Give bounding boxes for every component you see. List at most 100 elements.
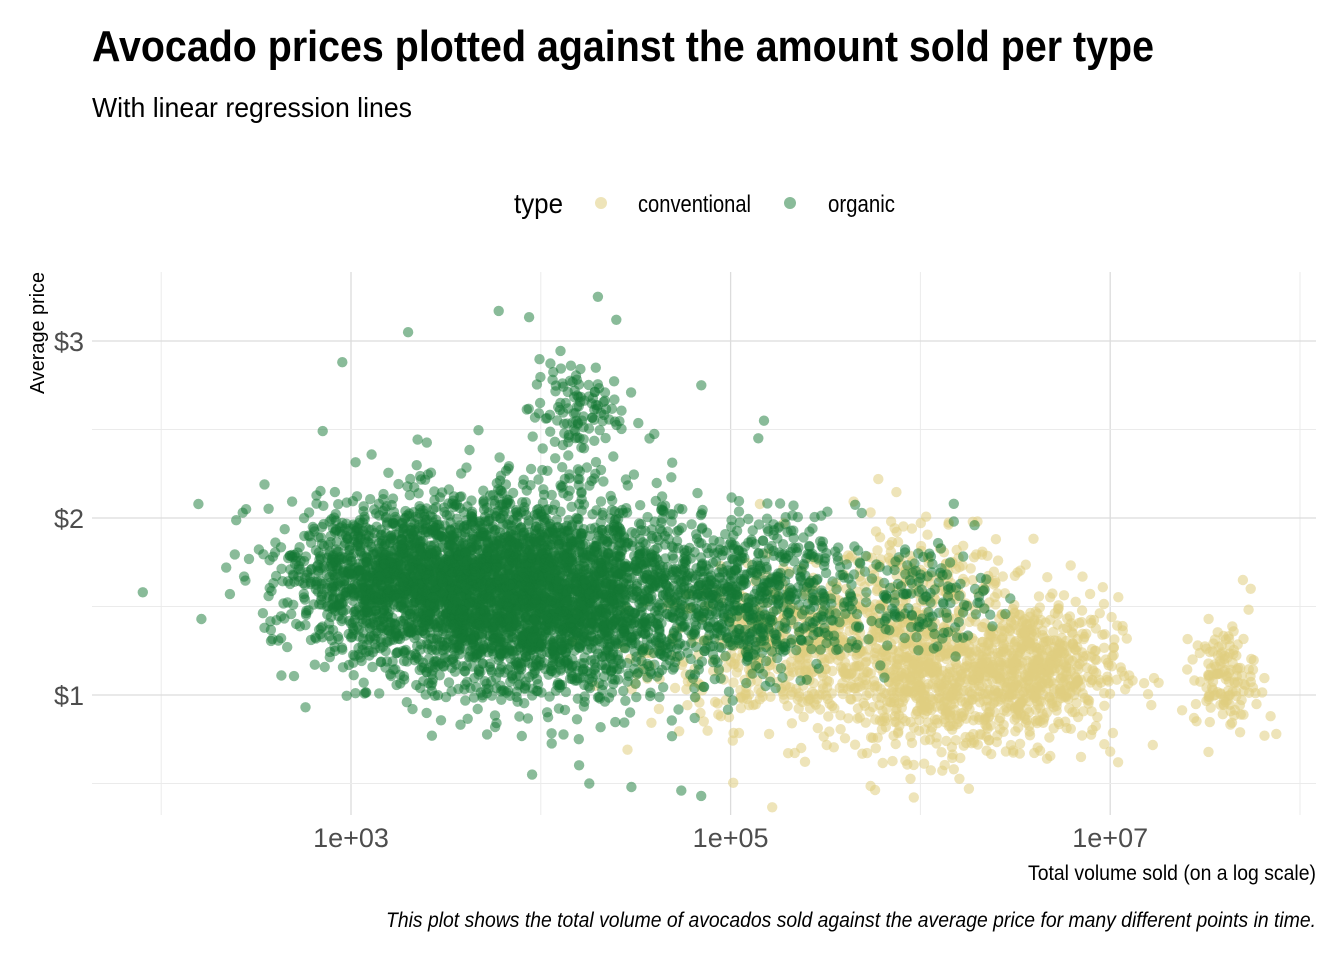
data-point xyxy=(619,717,630,728)
data-point xyxy=(458,522,470,533)
data-point xyxy=(765,691,776,702)
data-point xyxy=(864,687,875,699)
data-point xyxy=(1077,571,1088,582)
data-point xyxy=(983,667,995,678)
data-point xyxy=(1062,613,1073,624)
data-point xyxy=(1029,655,1040,666)
data-point xyxy=(802,658,813,670)
data-point xyxy=(983,712,994,723)
data-point xyxy=(958,540,969,551)
data-point xyxy=(948,764,959,775)
data-point xyxy=(1212,687,1223,698)
data-point xyxy=(1065,560,1076,571)
data-point xyxy=(794,654,806,665)
data-point xyxy=(990,599,1001,610)
data-point xyxy=(788,667,799,678)
data-point xyxy=(918,758,930,769)
data-point xyxy=(1037,640,1049,651)
data-point xyxy=(992,555,1004,566)
data-point xyxy=(1187,654,1198,665)
data-point xyxy=(989,575,1001,587)
data-point xyxy=(1037,650,1048,661)
data-point xyxy=(931,732,942,743)
data-point xyxy=(1004,658,1015,669)
data-point xyxy=(698,716,709,727)
data-point xyxy=(965,563,976,574)
data-point xyxy=(1008,747,1019,758)
data-point xyxy=(888,730,899,741)
data-point xyxy=(954,773,965,784)
data-point xyxy=(369,633,381,645)
data-point xyxy=(1041,753,1053,764)
data-point xyxy=(991,736,1002,748)
data-point xyxy=(477,523,488,534)
data-point xyxy=(571,714,583,725)
data-point xyxy=(731,667,742,678)
data-point xyxy=(971,549,982,560)
data-point xyxy=(366,449,377,460)
data-point xyxy=(1212,669,1223,680)
data-point xyxy=(778,689,789,700)
data-point xyxy=(1055,683,1066,694)
data-point xyxy=(908,792,919,803)
data-point xyxy=(890,706,902,717)
data-point xyxy=(993,663,1005,675)
data-point xyxy=(1146,699,1157,711)
data-point xyxy=(852,703,864,714)
data-point xyxy=(1048,626,1059,638)
data-point xyxy=(835,710,846,721)
data-point xyxy=(872,545,883,556)
data-point xyxy=(994,724,1006,735)
data-point xyxy=(1015,663,1026,674)
data-point xyxy=(1106,611,1117,623)
data-point xyxy=(782,748,794,759)
data-point xyxy=(1220,673,1232,685)
data-point xyxy=(1121,633,1133,644)
data-point xyxy=(870,642,882,654)
data-point xyxy=(1008,670,1019,681)
data-point xyxy=(288,670,300,682)
data-point xyxy=(407,703,418,715)
data-point xyxy=(922,661,933,673)
data-point xyxy=(557,462,568,473)
data-point xyxy=(860,657,871,668)
data-point xyxy=(348,670,359,681)
data-point xyxy=(898,672,910,684)
data-point xyxy=(1119,670,1130,682)
data-point xyxy=(1182,664,1193,675)
data-point xyxy=(757,691,768,702)
data-point xyxy=(399,646,410,657)
chart-subtitle: With linear regression lines xyxy=(92,92,412,123)
data-point xyxy=(849,739,861,750)
data-point xyxy=(919,684,930,695)
data-point xyxy=(1215,699,1226,710)
data-point xyxy=(1203,691,1214,702)
data-point xyxy=(504,564,515,575)
data-point xyxy=(972,739,983,750)
data-point xyxy=(1265,711,1276,722)
data-point xyxy=(954,676,965,688)
data-point xyxy=(961,737,972,749)
data-point xyxy=(1203,613,1214,625)
data-point xyxy=(1024,726,1035,737)
data-point xyxy=(1089,654,1101,665)
data-point xyxy=(1104,688,1116,699)
data-point xyxy=(964,616,975,628)
data-point xyxy=(1049,648,1060,659)
legend-label-conventional: conventional xyxy=(638,191,751,218)
data-point xyxy=(838,666,849,677)
data-point xyxy=(894,624,905,635)
data-point xyxy=(429,486,440,497)
data-point xyxy=(341,690,352,701)
data-point xyxy=(1204,716,1216,728)
data-point xyxy=(843,713,854,724)
data-point xyxy=(886,697,897,708)
data-point xyxy=(871,651,882,662)
data-point xyxy=(427,677,438,689)
data-point xyxy=(1098,598,1110,610)
data-point xyxy=(669,682,681,694)
data-point xyxy=(1081,628,1092,639)
data-point xyxy=(1085,677,1096,688)
data-point xyxy=(928,669,939,680)
data-point xyxy=(692,487,703,499)
